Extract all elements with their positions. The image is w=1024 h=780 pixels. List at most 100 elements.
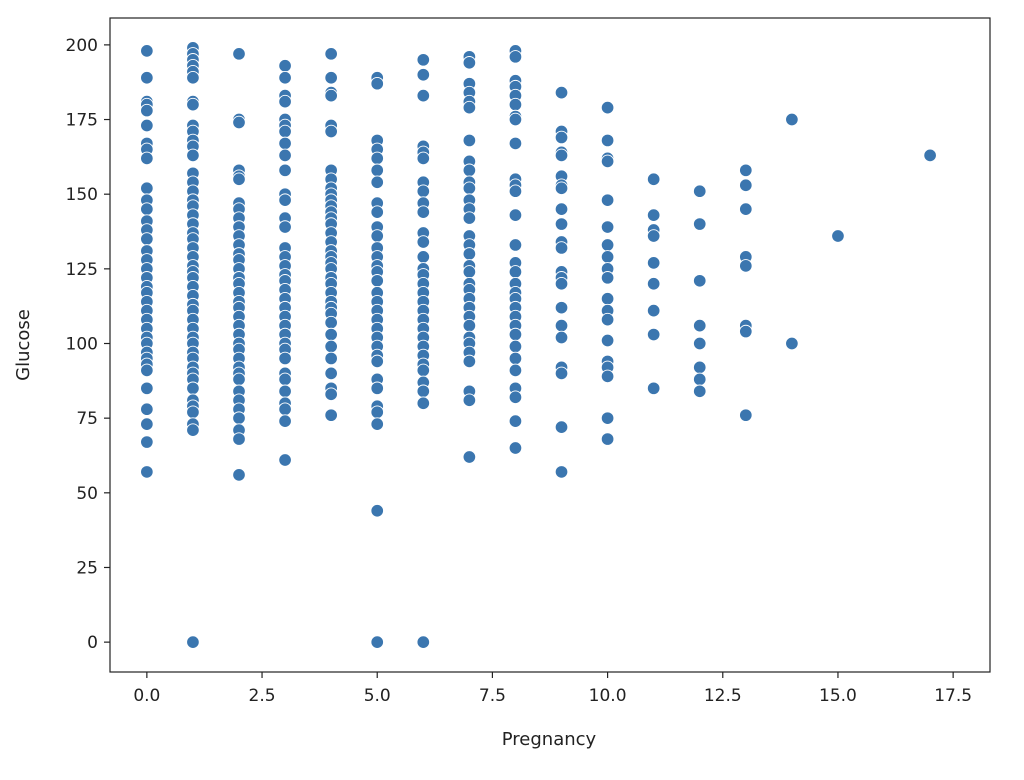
data-point [324, 339, 338, 354]
data-point [739, 202, 753, 216]
data-point [370, 354, 384, 369]
x-axis: 0.0 2.5 5.0 7.5 10.0 12.5 15.0 17.5 [133, 672, 972, 706]
data-point [462, 393, 477, 407]
data-point [186, 405, 200, 419]
data-point [278, 136, 292, 151]
data-point [278, 414, 292, 428]
data-point [324, 124, 338, 139]
data-point [140, 202, 154, 216]
data-point [508, 265, 523, 279]
data-point [508, 339, 523, 354]
data-point [554, 300, 569, 315]
data-point [416, 184, 431, 198]
data-point [370, 163, 384, 178]
data-point [739, 163, 753, 178]
data-point [600, 238, 615, 252]
data-point [600, 154, 615, 169]
data-point [278, 70, 292, 85]
data-point [232, 432, 246, 446]
data-point [554, 217, 569, 231]
data-point [508, 184, 523, 198]
data-point [278, 59, 292, 73]
data-point [370, 175, 384, 189]
data-point [140, 381, 154, 396]
data-point [232, 172, 246, 187]
data-point [554, 277, 569, 291]
data-point [416, 88, 431, 103]
x-axis-label: Pregnancy [502, 729, 597, 750]
data-point [278, 351, 292, 366]
data-point [324, 327, 338, 342]
data-point [186, 635, 200, 649]
data-point [462, 163, 477, 178]
data-point [554, 130, 569, 145]
data-point [600, 220, 615, 234]
data-point [140, 417, 154, 431]
x-tick-label: 7.5 [479, 686, 506, 706]
x-tick-label: 0.0 [133, 686, 160, 706]
data-point [508, 327, 523, 342]
data-point [416, 384, 431, 399]
data-point [692, 318, 707, 333]
y-tick-label: 25 [76, 558, 98, 578]
data-point [554, 318, 569, 333]
data-point [140, 151, 154, 166]
x-tick-label: 12.5 [704, 686, 742, 706]
data-point [140, 402, 154, 416]
x-tick-label: 2.5 [249, 686, 276, 706]
data-point [140, 118, 154, 133]
data-point [370, 635, 384, 649]
data-point [600, 369, 615, 384]
data-point [600, 100, 615, 115]
data-point [324, 70, 338, 85]
data-point [554, 420, 569, 434]
data-point [140, 103, 154, 118]
data-point [508, 112, 523, 127]
y-tick-label: 100 [66, 335, 98, 355]
x-tick-label: 17.5 [934, 686, 972, 706]
data-point [140, 435, 154, 449]
data-point [416, 250, 431, 264]
data-point [785, 336, 799, 351]
data-point [739, 408, 753, 422]
y-tick-label: 150 [66, 185, 98, 205]
data-point [554, 85, 569, 100]
data-point [140, 70, 154, 85]
data-point [324, 315, 338, 330]
data-point [232, 468, 246, 482]
points-layer [140, 41, 937, 649]
x-tick-label: 15.0 [819, 686, 857, 706]
data-point [278, 384, 292, 399]
data-point [324, 88, 338, 103]
data-point [646, 303, 661, 318]
data-point [370, 76, 384, 91]
data-point [508, 136, 523, 151]
data-point [692, 360, 707, 375]
x-tick-label: 5.0 [364, 686, 391, 706]
data-point [232, 411, 246, 425]
y-tick-label: 200 [66, 36, 98, 56]
data-point [462, 133, 477, 148]
data-point [140, 181, 154, 195]
data-point [186, 148, 200, 163]
data-point [646, 208, 661, 222]
data-point [462, 211, 477, 225]
data-point [923, 148, 937, 163]
data-point [508, 351, 523, 366]
y-tick-label: 75 [76, 409, 98, 429]
data-point [324, 47, 338, 61]
data-point [508, 414, 523, 428]
data-point [278, 372, 292, 387]
data-point [508, 50, 523, 64]
y-tick-label: 125 [66, 260, 98, 280]
data-point [416, 67, 431, 82]
data-point [416, 151, 431, 166]
data-point [370, 151, 384, 166]
data-point [600, 333, 615, 348]
data-point [232, 372, 246, 387]
data-point [508, 238, 523, 252]
data-point [554, 241, 569, 255]
data-point [462, 100, 477, 115]
data-point [232, 115, 246, 130]
